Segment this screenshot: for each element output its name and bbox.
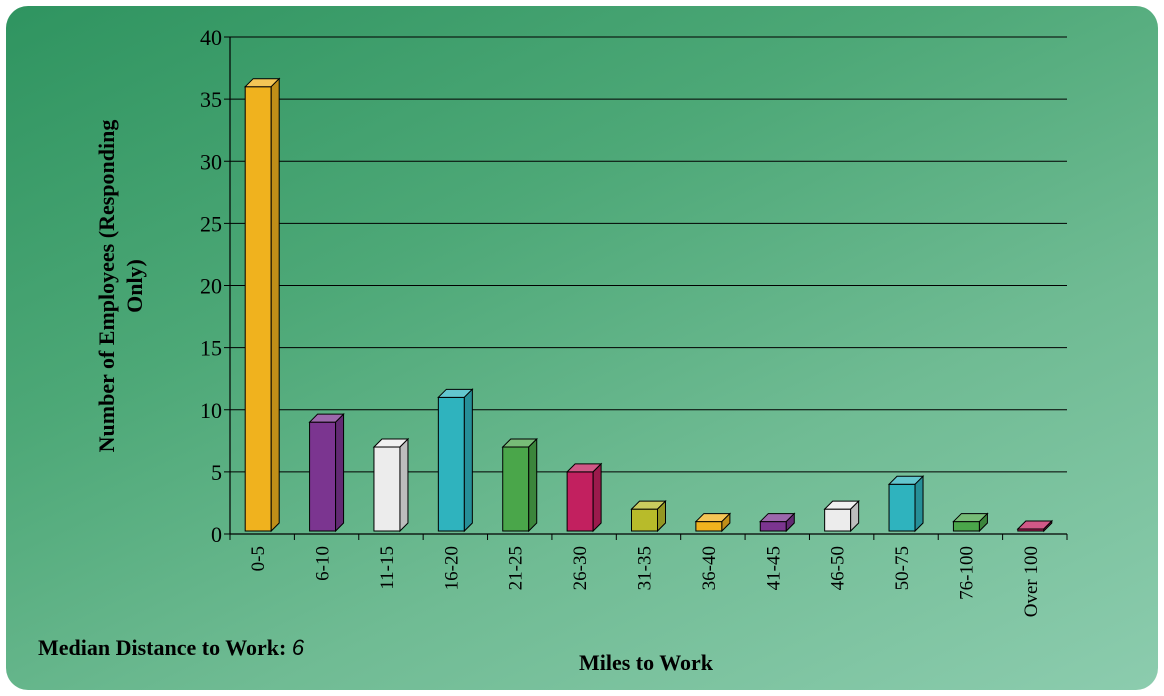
chart-panel: 0 5 10 15 20 25 30 35 40 0-5 6-10 11-15 16-20 21-25 2… [6, 6, 1158, 690]
bar-11-15 [372, 437, 410, 533]
bar-46-50 [823, 499, 860, 533]
y-tick-labels: 0 5 10 15 20 25 30 35 40 [200, 25, 222, 547]
y-tick-label: 10 [200, 398, 222, 423]
bar-side [463, 388, 473, 533]
bar-front [695, 521, 723, 532]
bar-front [437, 396, 465, 532]
bar-side [850, 499, 860, 533]
x-tick-label: 31-35 [635, 546, 656, 590]
bar-side [399, 437, 409, 533]
x-tick-label: 11-15 [377, 546, 398, 590]
y-tick-label: 5 [211, 460, 222, 485]
bar-front [566, 471, 594, 532]
y-axis-title: Number of Employees (Responding Only) [94, 120, 147, 453]
bar-front [244, 86, 272, 532]
x-tick-label: 0-5 [248, 546, 269, 571]
bar-front [759, 521, 787, 532]
x-tick-label: 36-40 [699, 546, 720, 590]
bar-front [952, 521, 980, 532]
bar-side [528, 437, 538, 533]
bar-front [631, 508, 658, 532]
x-tick-label: 21-25 [506, 546, 527, 590]
y-tick-label: 30 [200, 149, 222, 174]
bar-50-75 [887, 475, 925, 533]
bar-26-30 [565, 462, 603, 533]
y-tick-label: 15 [200, 336, 222, 361]
bar-front [824, 508, 852, 532]
bar-chart: 0 5 10 15 20 25 30 35 40 0-5 6-10 11-15 16-20 21-25 2… [94, 25, 1068, 675]
x-tick-label: 76-100 [956, 546, 977, 600]
bar-6-10 [308, 412, 345, 533]
bar-front [502, 446, 530, 532]
bar-31-35 [630, 499, 667, 533]
bar-over-100 [1016, 519, 1054, 533]
bar-side [978, 512, 988, 533]
bar-side [1043, 519, 1053, 533]
bar-41-45 [759, 512, 796, 533]
y-tick-label: 35 [200, 87, 222, 112]
bar-side [914, 475, 924, 533]
x-tick-label: 6-10 [313, 546, 334, 581]
bar-side [270, 77, 280, 533]
y-tick-label: 0 [211, 522, 222, 547]
median-value: 6 [291, 635, 305, 660]
bar-front [309, 421, 337, 532]
x-axis-title: Miles to Work [579, 650, 714, 675]
bar-side [335, 412, 345, 533]
bar-side [785, 512, 795, 533]
bar-21-25 [501, 437, 538, 533]
bars [243, 77, 1054, 533]
median-label: Median Distance to Work: [38, 635, 287, 660]
y-tick-label: 20 [200, 274, 222, 299]
bar-side [721, 512, 731, 533]
bar-76-100 [952, 512, 989, 533]
x-tick-label: 50-75 [892, 546, 913, 590]
bar-0-5 [243, 77, 281, 533]
axes [224, 36, 1068, 540]
bar-front [373, 446, 401, 532]
y-tick-label: 25 [200, 211, 222, 236]
y-tick-label: 40 [200, 25, 222, 50]
bar-side [657, 499, 666, 533]
gridlines [230, 36, 1067, 473]
x-tick-label: Over 100 [1021, 546, 1042, 617]
bar-front [888, 483, 916, 532]
bar-36-40 [694, 512, 732, 533]
x-tick-label: 26-30 [570, 546, 591, 590]
median-annotation: Median Distance to Work: 6 [38, 635, 304, 661]
x-tick-label: 16-20 [441, 546, 462, 590]
x-tick-label: 46-50 [828, 546, 849, 590]
bar-16-20 [437, 388, 474, 533]
x-tick-label: 41-45 [763, 546, 784, 590]
bar-side [592, 462, 602, 533]
x-tick-labels: 0-5 6-10 11-15 16-20 21-25 26-30 31-35 36-40 41-… [248, 546, 1042, 617]
